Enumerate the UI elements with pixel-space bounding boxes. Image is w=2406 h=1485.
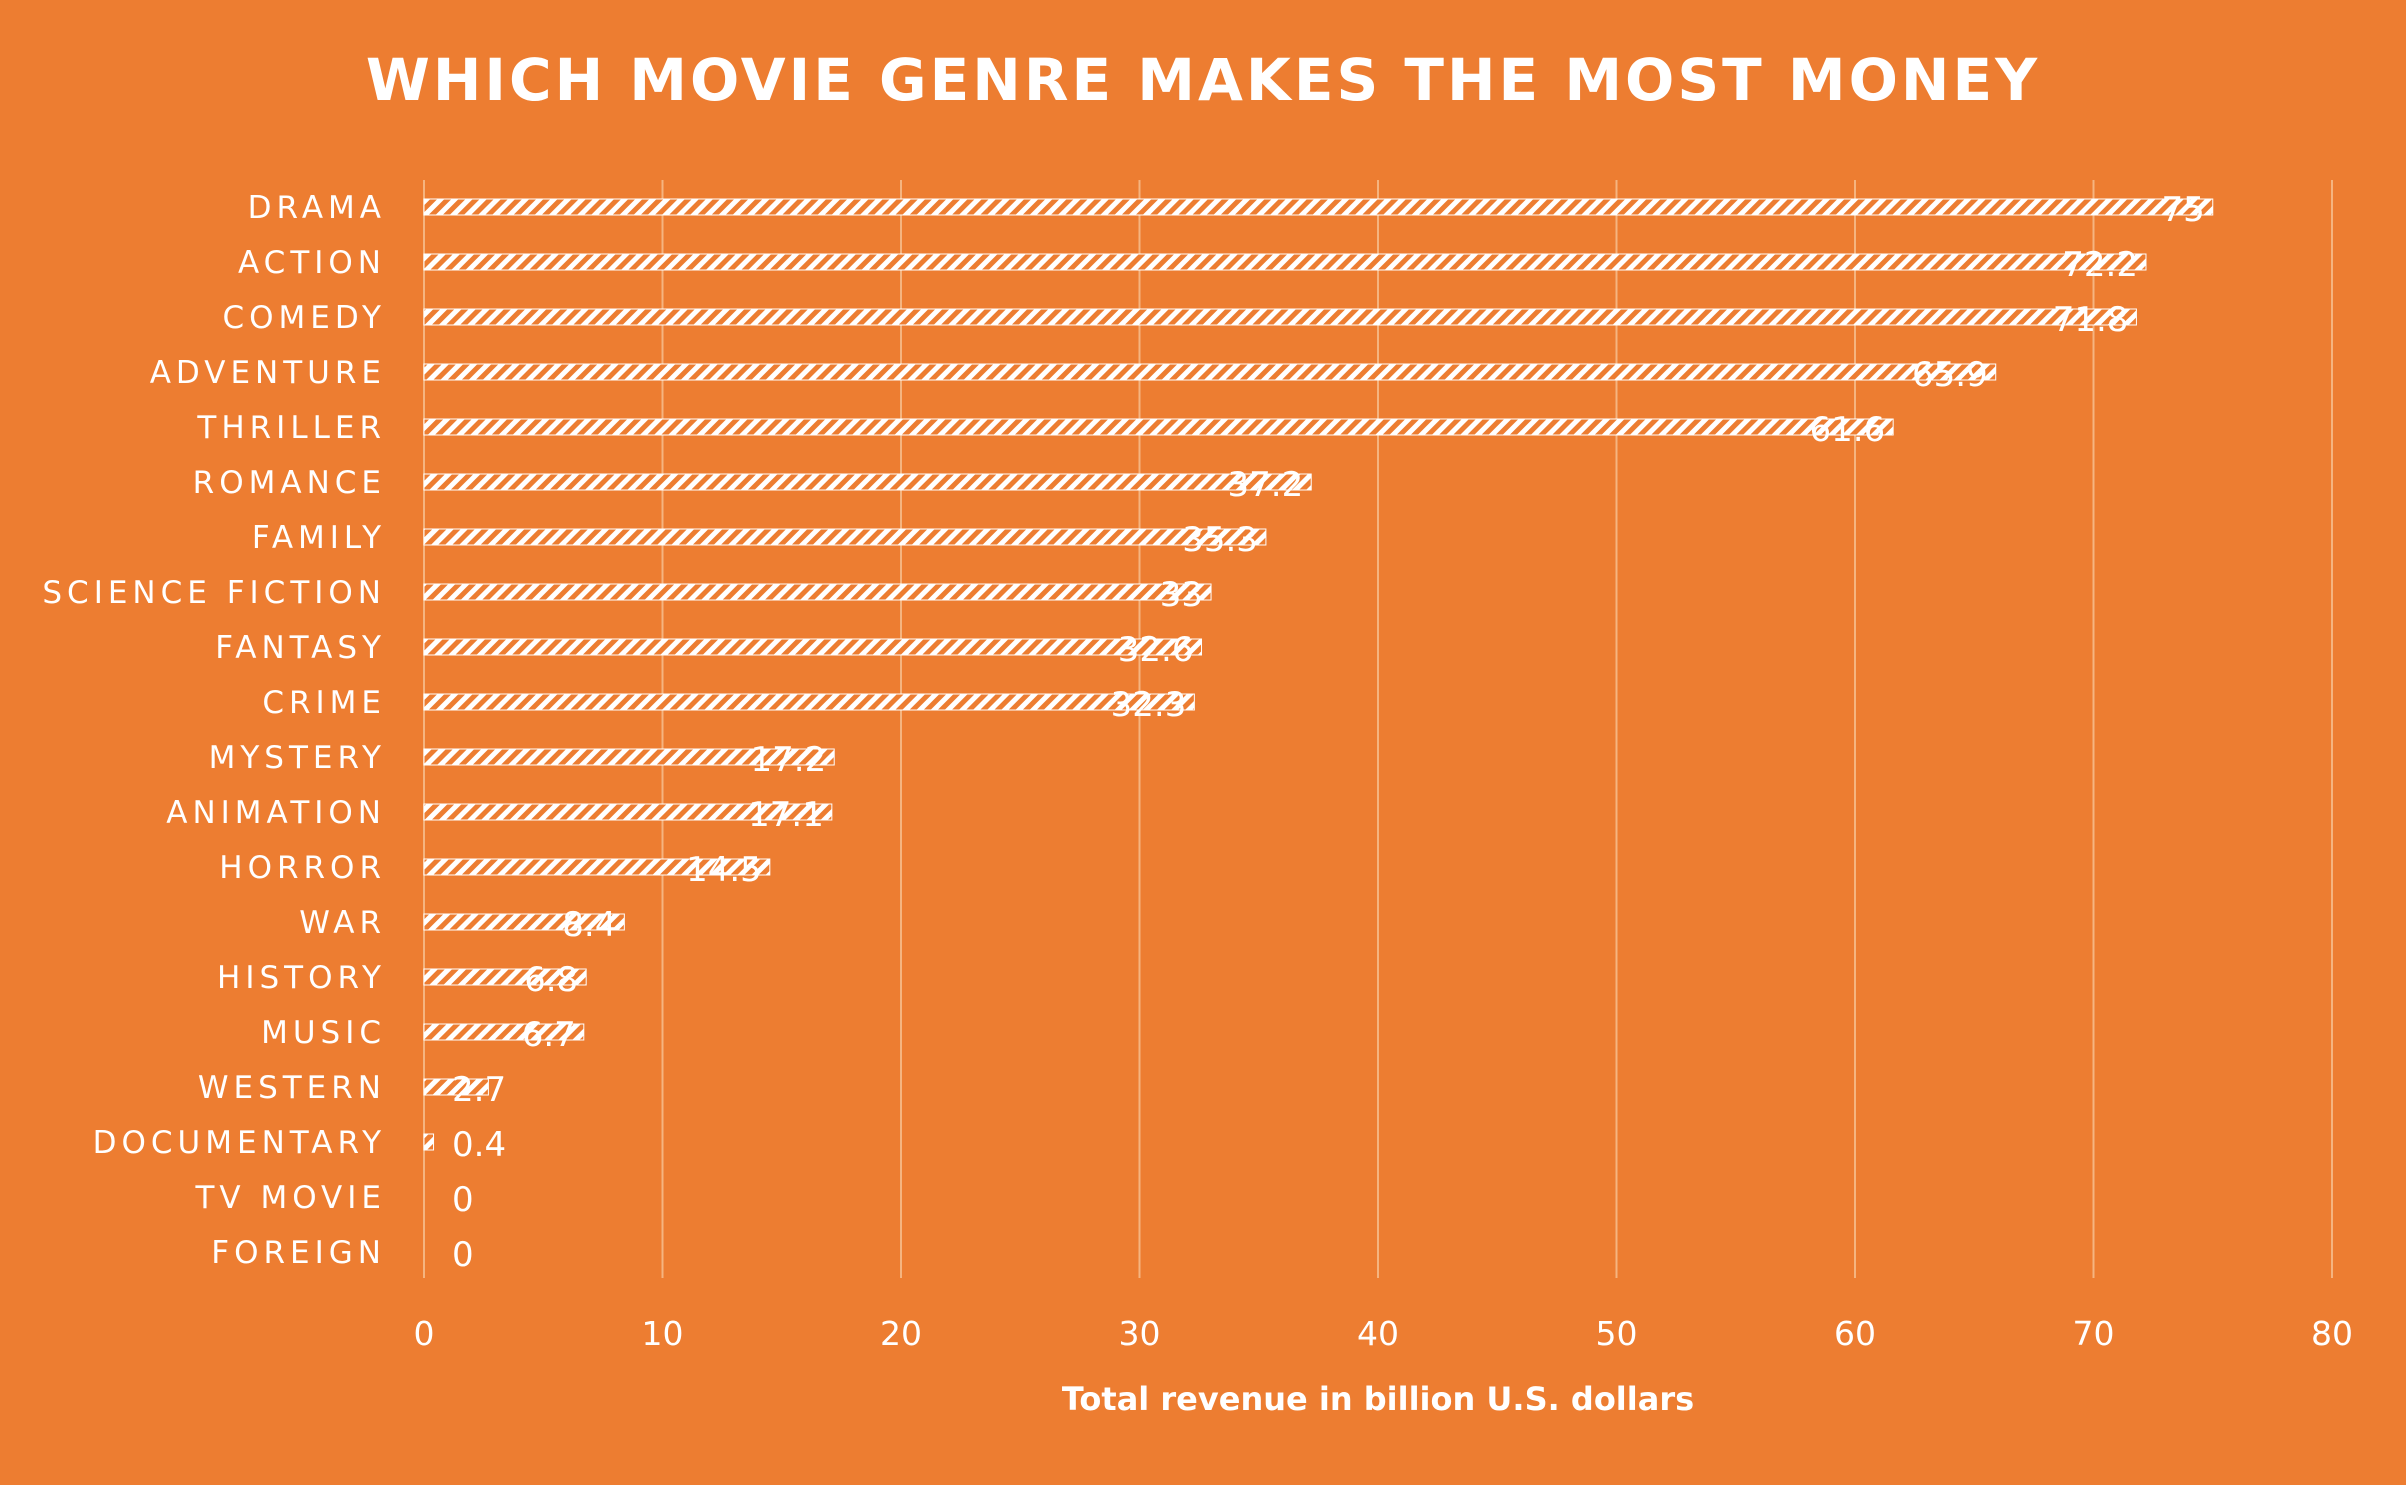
bar — [423, 1133, 435, 1151]
data-label: 2.7 — [452, 1070, 506, 1110]
category-label: ROMANCE — [193, 465, 386, 501]
category-label: CRIME — [262, 685, 386, 721]
category-labels: DRAMA ACTION COMEDY ADVENTURE THRILLER ROMANC… — [42, 190, 387, 1271]
data-labels: 75 72.2 71.8 65.9 61.6 37.2 35.3 33 32.6 32.3 17.2… — [452, 190, 2205, 1275]
bar — [423, 1078, 489, 1096]
category-label: FAMILY — [252, 520, 386, 556]
category-label: SCIENCE FICTION — [42, 575, 386, 611]
x-tick-label: 70 — [2073, 1314, 2115, 1353]
category-label: DRAMA — [248, 190, 386, 226]
bar — [423, 363, 1997, 381]
data-label: 65.9 — [1912, 355, 1988, 395]
x-tick-label: 60 — [1834, 1314, 1876, 1353]
chart-title: WHICH MOVIE GENRE MAKES THE MOST MONEY — [366, 46, 2040, 114]
x-tick-label: 30 — [1119, 1314, 1161, 1353]
data-label: 14.5 — [686, 850, 762, 890]
bar — [423, 858, 771, 876]
bar — [423, 748, 835, 766]
category-label: MYSTERY — [209, 740, 386, 776]
bars — [423, 198, 2214, 1151]
data-label: 33 — [1160, 575, 1203, 615]
category-label: WESTERN — [198, 1070, 386, 1106]
category-label: HORROR — [219, 850, 386, 886]
data-label: 6.8 — [524, 960, 578, 1000]
bar — [423, 968, 587, 986]
data-label: 72.2 — [2062, 245, 2138, 285]
x-tick-label: 10 — [642, 1314, 684, 1353]
bar — [423, 528, 1267, 546]
bar — [423, 693, 1195, 711]
data-label: 0 — [452, 1180, 474, 1220]
category-label: ACTION — [238, 245, 386, 281]
data-label: 71.8 — [2053, 300, 2129, 340]
data-label: 37.2 — [1228, 465, 1304, 505]
bar — [423, 418, 1894, 436]
data-label: 32.3 — [1111, 685, 1187, 725]
bar — [423, 473, 1312, 491]
gridlines — [423, 180, 2333, 1278]
data-label: 17.2 — [751, 740, 827, 780]
data-label: 8.4 — [562, 905, 616, 945]
category-label: COMEDY — [223, 300, 387, 336]
category-label: ANIMATION — [166, 795, 386, 831]
data-label: 17.1 — [748, 795, 824, 835]
x-axis-title: Total revenue in billion U.S. dollars — [1062, 1380, 1694, 1418]
data-label: 6.7 — [522, 1015, 576, 1055]
data-label: 61.6 — [1809, 410, 1885, 450]
x-tick-label: 40 — [1357, 1314, 1399, 1353]
bar — [423, 253, 2147, 271]
bar — [423, 583, 1212, 601]
data-label: 0 — [452, 1235, 474, 1275]
category-label: MUSIC — [261, 1015, 386, 1051]
data-label: 35.3 — [1182, 520, 1258, 560]
category-label: ADVENTURE — [150, 355, 386, 391]
category-label: HISTORY — [217, 960, 386, 996]
x-tick-label: 0 — [414, 1314, 435, 1353]
category-label: FANTASY — [215, 630, 386, 666]
bar — [423, 1023, 585, 1041]
category-label: TV MOVIE — [194, 1180, 386, 1216]
bar — [423, 198, 2214, 216]
data-label: 0.4 — [452, 1125, 506, 1165]
category-label: WAR — [299, 905, 386, 941]
bar — [423, 913, 625, 931]
x-tick-label: 20 — [880, 1314, 922, 1353]
bar — [423, 638, 1203, 656]
x-tick-labels: 0 10 20 30 40 50 60 70 80 — [414, 1314, 2354, 1353]
x-tick-label: 50 — [1596, 1314, 1638, 1353]
bar — [423, 803, 833, 821]
category-label: DOCUMENTARY — [93, 1125, 386, 1161]
bar — [423, 308, 2137, 326]
data-label: 75 — [2161, 190, 2204, 230]
category-label: FOREIGN — [211, 1235, 386, 1271]
category-label: THRILLER — [196, 410, 386, 446]
x-tick-label: 80 — [2311, 1314, 2353, 1353]
data-label: 32.6 — [1118, 630, 1194, 670]
